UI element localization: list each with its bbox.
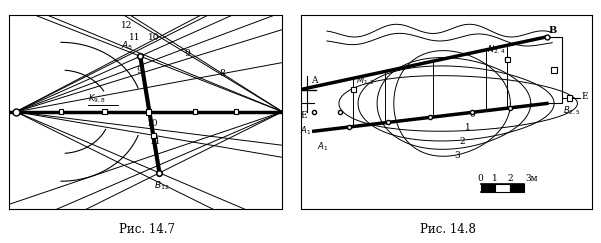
Bar (146, 109, 151, 114)
Text: 1: 1 (492, 174, 498, 183)
Bar (234, 109, 239, 114)
Bar (58, 109, 64, 114)
Text: $B_{12}$: $B_{12}$ (154, 180, 170, 192)
Bar (481, 184, 495, 192)
Bar (151, 133, 156, 138)
Text: E: E (300, 112, 307, 121)
Bar (495, 184, 510, 192)
Text: 10: 10 (147, 119, 159, 128)
Text: $M_{1,2}$: $M_{1,2}$ (356, 75, 375, 87)
Text: 2: 2 (507, 174, 513, 183)
Text: 1: 1 (465, 123, 471, 132)
Text: 12: 12 (121, 21, 132, 30)
Bar (505, 57, 510, 61)
Text: 9: 9 (136, 66, 142, 75)
Text: Рис. 14.8: Рис. 14.8 (420, 223, 475, 236)
Text: 3м: 3м (526, 174, 538, 183)
Text: E: E (581, 92, 588, 101)
Bar (192, 109, 197, 114)
Text: $A_1$: $A_1$ (300, 124, 312, 137)
Text: $A_8$: $A_8$ (121, 40, 133, 52)
Text: 11: 11 (129, 33, 141, 42)
Bar (567, 95, 572, 101)
Text: $A_1$: $A_1$ (317, 141, 328, 153)
Text: $N_{2,4}$: $N_{2,4}$ (487, 43, 506, 56)
Text: 2: 2 (459, 137, 465, 146)
Bar (146, 109, 151, 114)
Bar (102, 109, 107, 114)
Text: 9: 9 (184, 49, 190, 58)
Bar (510, 184, 525, 192)
Text: A: A (311, 76, 318, 85)
Text: 10: 10 (148, 33, 160, 42)
Text: B: B (548, 26, 557, 35)
Text: 3: 3 (454, 151, 460, 160)
Text: 0: 0 (478, 174, 484, 183)
Text: 11: 11 (150, 137, 161, 146)
Bar (351, 87, 356, 92)
Text: Рис. 14.7: Рис. 14.7 (119, 223, 175, 236)
Text: $K_{9,8}$: $K_{9,8}$ (88, 93, 106, 105)
Bar (551, 67, 557, 73)
Text: 8: 8 (219, 69, 225, 78)
Text: 0: 0 (470, 110, 475, 119)
Text: $B_{2,5}$: $B_{2,5}$ (563, 105, 581, 117)
